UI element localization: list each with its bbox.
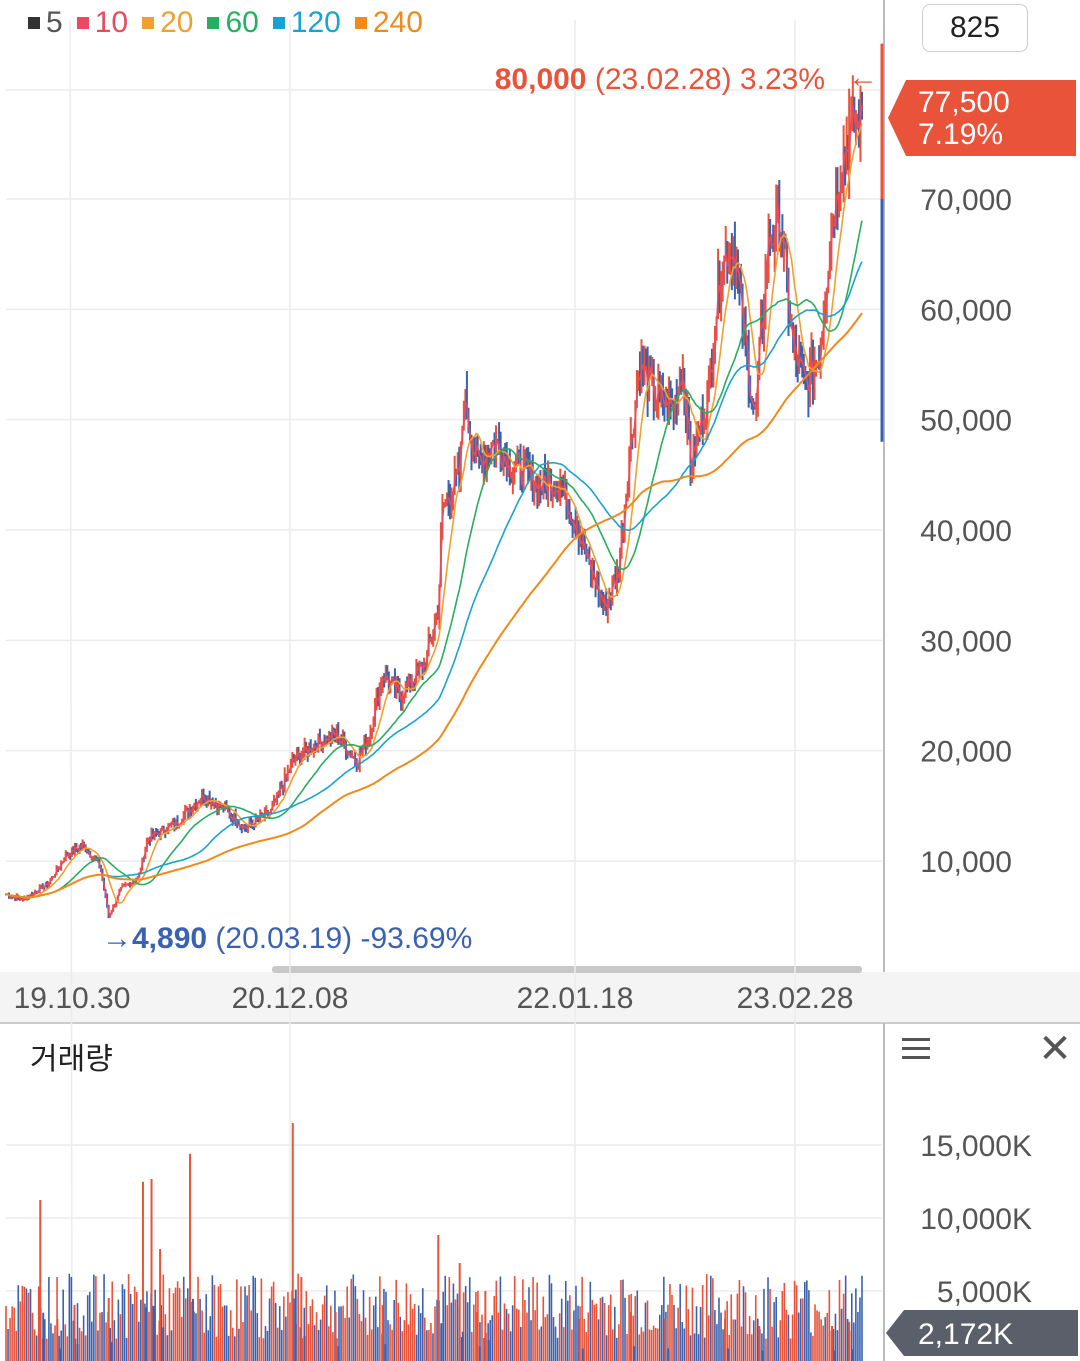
menu-icon[interactable] [902, 1038, 930, 1060]
candle-count-box[interactable]: 825 [922, 4, 1028, 52]
gridline [69, 19, 73, 1361]
legend-label: 5 [46, 6, 63, 39]
volume-y-tick-label: 10,000K [920, 1203, 1032, 1236]
y-tick-label: 50,000 [920, 405, 1012, 438]
volume-y-tick-label: 5,000K [937, 1276, 1032, 1309]
ma120-line [6, 261, 863, 899]
ma-legend: 5 10 20 60 120 240 [28, 6, 423, 40]
legend-swatch [354, 17, 367, 29]
candles [5, 75, 863, 919]
current-volume-tag [886, 1310, 1078, 1356]
legend-label: 120 [290, 6, 341, 39]
legend-item-ma5[interactable]: 5 [28, 6, 63, 40]
high-annotation: 80,000 (23.02.28) 3.23% [495, 63, 825, 96]
legend-item-ma10[interactable]: 10 [76, 6, 129, 40]
current-price: 77,500 [918, 86, 1010, 119]
ma240-line [6, 312, 863, 899]
current-change: 7.19% [918, 118, 1003, 151]
current-volume: 2,172K [918, 1318, 1013, 1351]
x-tick-label: 22.01.18 [517, 982, 634, 1015]
scroll-thumb [272, 966, 862, 973]
date-axis-band [0, 972, 1080, 1022]
legend-swatch [142, 17, 155, 29]
volume-y-tick-label: 15,000K [920, 1130, 1032, 1163]
legend-label: 60 [225, 6, 259, 39]
legend-label: 240 [372, 6, 423, 39]
high-date: (23.02.28) 3.23% [587, 63, 826, 96]
ma20-line [6, 123, 863, 904]
legend-item-ma240[interactable]: 240 [354, 6, 423, 40]
y-tick-label: 20,000 [920, 736, 1012, 769]
legend-item-ma120[interactable]: 120 [272, 6, 341, 40]
y-tick-label: 30,000 [920, 625, 1012, 658]
volume-title: 거래량 [30, 1042, 113, 1077]
legend-swatch [272, 17, 285, 29]
candle-count: 825 [949, 11, 1001, 44]
legend-label: 20 [160, 6, 194, 39]
ma5-line [6, 104, 863, 918]
y-tick-label: 60,000 [920, 294, 1012, 327]
legend-item-ma20[interactable]: 20 [142, 6, 193, 40]
high-price: 80,000 [495, 63, 587, 96]
y-tick-label: 40,000 [920, 515, 1012, 548]
ma60-line [6, 220, 863, 899]
high-arrow-icon: ← [848, 61, 878, 94]
legend-swatch [28, 17, 40, 29]
low-annotation: →4,890 (20.03.19) -93.69% [102, 922, 472, 955]
x-tick-label: 19.10.30 [14, 982, 131, 1015]
low-price: 4,890 [132, 922, 207, 955]
x-tick-label: 23.02.28 [737, 982, 854, 1015]
y-tick-label: 10,000 [920, 846, 1012, 879]
x-tick-label: 20.12.08 [232, 982, 349, 1015]
current-price-tag [888, 80, 1076, 156]
legend-item-ma60[interactable]: 60 [207, 6, 259, 40]
close-icon[interactable]: ✕ [1038, 1027, 1072, 1071]
legend-swatch [207, 17, 220, 29]
legend-label: 10 [94, 6, 129, 39]
low-arrow-icon: → [102, 922, 132, 955]
y-tick-label: 70,000 [920, 184, 1012, 217]
volume-bars [5, 1123, 863, 1361]
legend-swatch [76, 17, 89, 29]
low-date: (20.03.19) -93.69% [207, 922, 472, 955]
